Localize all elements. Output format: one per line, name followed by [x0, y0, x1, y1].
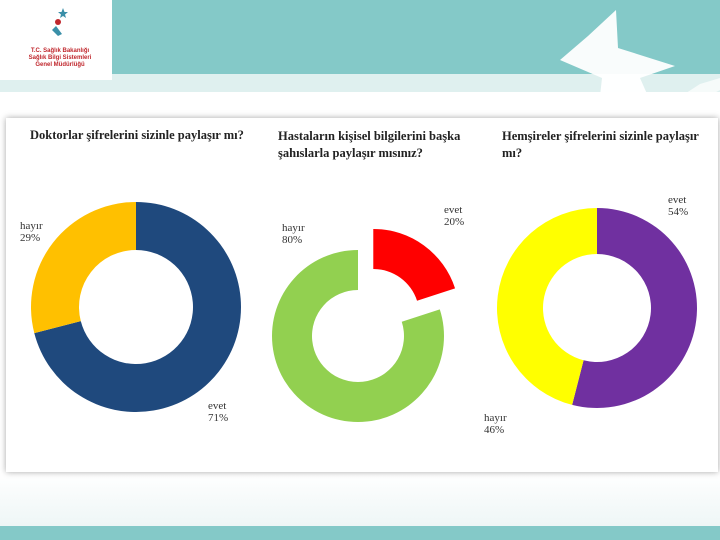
chart-3-evet-value: 54%: [668, 206, 689, 218]
logo-text: T.C. Sağlık Bakanlığı Sağlık Bilgi Siste…: [20, 48, 100, 69]
chart-1-slice-hayir: [30, 202, 137, 334]
chart-2-hayir-name: hayır: [282, 222, 305, 234]
chart-1-hayir-value: 29%: [20, 232, 41, 244]
chart-1-evet-value: 71%: [208, 412, 229, 424]
chart-2-slice-hayir: [272, 250, 444, 422]
chart-2-evet-name: evet: [444, 204, 463, 216]
chart-3-slice-evet: [572, 208, 697, 408]
chart-3-slice-hayir: [497, 208, 597, 405]
footer-gradient: [0, 474, 720, 526]
star-decoration: [560, 10, 720, 114]
chart-3-evet-name: evet: [668, 194, 687, 206]
chart-3-title-line-2: mı?: [502, 146, 523, 160]
header-band-light: [0, 74, 720, 92]
chart-3-hayir-value: 46%: [484, 424, 505, 436]
logo: T.C. Sağlık Bakanlığı Sağlık Bilgi Siste…: [0, 0, 112, 80]
chart-1-title: Doktorlar şifrelerini sizinle paylaşır m…: [30, 128, 244, 142]
ministry-emblem-icon: [42, 8, 72, 38]
chart-1-evet-name: evet: [208, 400, 227, 412]
chart-1-hayir-name: hayır: [20, 220, 43, 232]
charts-panel: Doktorlar şifrelerini sizinle paylaşır m…: [6, 118, 718, 472]
chart-1-label-hayir: hayır 29%: [20, 220, 43, 244]
star-icon: [560, 10, 675, 114]
chart-2-slice-evet: [373, 228, 456, 301]
chart-3-label-evet: evet 54%: [668, 194, 688, 218]
chart-3-title-line-1: Hemşireler şifrelerini sizinle paylaşır: [502, 129, 699, 143]
logo-line-1: T.C. Sağlık Bakanlığı: [30, 48, 90, 54]
logo-line-3: Genel Müdürlüğü: [35, 62, 85, 68]
charts-svg: [30, 202, 697, 422]
chart-1-label-evet: evet 71%: [208, 400, 228, 424]
chart-2-hayir-value: 80%: [282, 234, 303, 246]
chart-2-evet-value: 20%: [444, 216, 465, 228]
chart-3-hayir-name: hayır: [484, 412, 507, 424]
chart-2-title-line-1: Hastaların kişisel bilgilerini başka: [278, 129, 461, 143]
chart-2-title-line-2: şahıslarla paylaşır mısınız?: [278, 146, 423, 160]
chart-3-label-hayir: hayır 46%: [484, 412, 507, 436]
chart-2-label-hayir: hayır 80%: [282, 222, 305, 246]
chart-2-title: Hastaların kişisel bilgilerini başka şah…: [278, 128, 460, 162]
logo-line-2: Sağlık Bilgi Sistemleri: [28, 55, 92, 61]
chart-1-slice-evet: [34, 202, 241, 412]
footer-band: [0, 526, 720, 540]
star-swoosh: [660, 78, 720, 110]
chart-2-label-evet: evet 20%: [444, 204, 464, 228]
chart-3-title: Hemşireler şifrelerini sizinle paylaşır …: [502, 128, 699, 162]
